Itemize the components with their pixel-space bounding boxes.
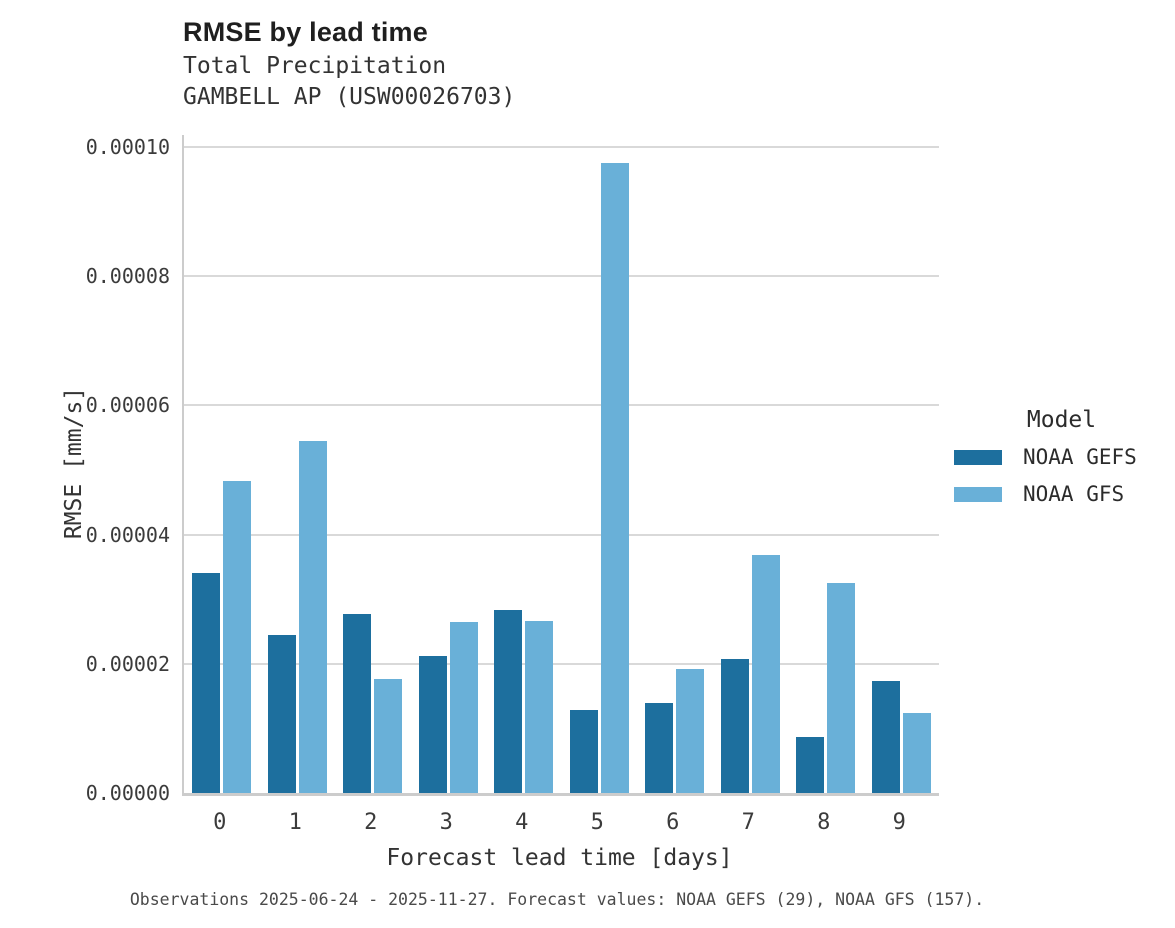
x-tick-label: 1 <box>288 810 302 835</box>
bar-noaa-gfs-lead-0 <box>223 480 252 793</box>
plot-area <box>182 135 939 796</box>
bar-noaa-gefs-lead-4 <box>494 610 523 793</box>
bar-noaa-gfs-lead-8 <box>827 583 856 793</box>
bar-noaa-gfs-lead-6 <box>676 668 705 793</box>
chart-subtitle-variable: Total Precipitation <box>183 53 447 79</box>
x-tick-label: 5 <box>590 810 604 835</box>
bar-noaa-gefs-lead-2 <box>343 614 372 793</box>
x-tick-label: 3 <box>439 810 453 835</box>
legend-title: Model <box>1026 407 1097 433</box>
bar-noaa-gefs-lead-7 <box>720 659 749 793</box>
footer-caption: Observations 2025-06-24 - 2025-11-27. Fo… <box>129 890 985 909</box>
legend-label: NOAA GEFS <box>1023 445 1137 469</box>
bar-noaa-gefs-lead-1 <box>267 634 296 793</box>
x-tick-label: 7 <box>741 810 755 835</box>
gridline-y-0.00006 <box>184 404 939 407</box>
chart-title: RMSE by lead time <box>183 17 428 47</box>
bar-noaa-gefs-lead-8 <box>796 736 825 793</box>
bar-noaa-gefs-lead-0 <box>192 572 221 793</box>
gridline-y-0.00010 <box>184 146 939 148</box>
bar-noaa-gefs-lead-5 <box>569 710 598 793</box>
y-tick-label: 0.00000 <box>85 781 170 805</box>
legend-swatch <box>954 449 1002 465</box>
bar-noaa-gfs-lead-5 <box>600 163 629 793</box>
bar-noaa-gfs-lead-3 <box>449 621 478 793</box>
x-tick-label: 0 <box>213 810 227 835</box>
legend-label: NOAA GFS <box>1023 482 1125 506</box>
bar-noaa-gfs-lead-2 <box>374 679 403 793</box>
gridline-y-0.00002 <box>184 662 939 665</box>
y-tick-label: 0.00008 <box>85 264 170 289</box>
x-tick-label: 4 <box>515 810 529 835</box>
bar-noaa-gfs-lead-4 <box>525 621 554 793</box>
bar-noaa-gfs-lead-9 <box>902 712 931 793</box>
y-tick-label: 0.00010 <box>85 135 170 159</box>
bar-noaa-gefs-lead-3 <box>418 656 447 793</box>
bar-noaa-gfs-lead-7 <box>751 555 780 793</box>
chart-subtitle-station: GAMBELL AP (USW00026703) <box>183 84 516 110</box>
bar-noaa-gfs-lead-1 <box>298 440 327 793</box>
legend-item-noaa-gefs: NOAA GEFS <box>954 445 1169 469</box>
y-tick-label: 0.00002 <box>85 651 170 676</box>
legend-swatch <box>954 486 1002 502</box>
x-tick-label: 2 <box>364 810 378 835</box>
x-tick-label: 9 <box>892 810 906 835</box>
bar-noaa-gefs-lead-6 <box>645 703 674 793</box>
x-tick-label: 8 <box>817 810 831 835</box>
legend-item-noaa-gfs: NOAA GFS <box>954 482 1169 506</box>
y-tick-label: 0.00006 <box>85 393 170 418</box>
legend: Model NOAA GEFS NOAA GFS <box>954 407 1169 519</box>
bar-noaa-gefs-lead-9 <box>871 681 900 793</box>
y-tick-label: 0.00004 <box>85 522 170 547</box>
gridline-y-0.00004 <box>184 533 939 536</box>
x-tick-label: 6 <box>666 810 680 835</box>
x-axis-label: Forecast lead time [days] <box>386 845 733 871</box>
gridline-y-0.00008 <box>184 275 939 278</box>
legend-items: NOAA GEFS NOAA GFS <box>954 445 1169 506</box>
